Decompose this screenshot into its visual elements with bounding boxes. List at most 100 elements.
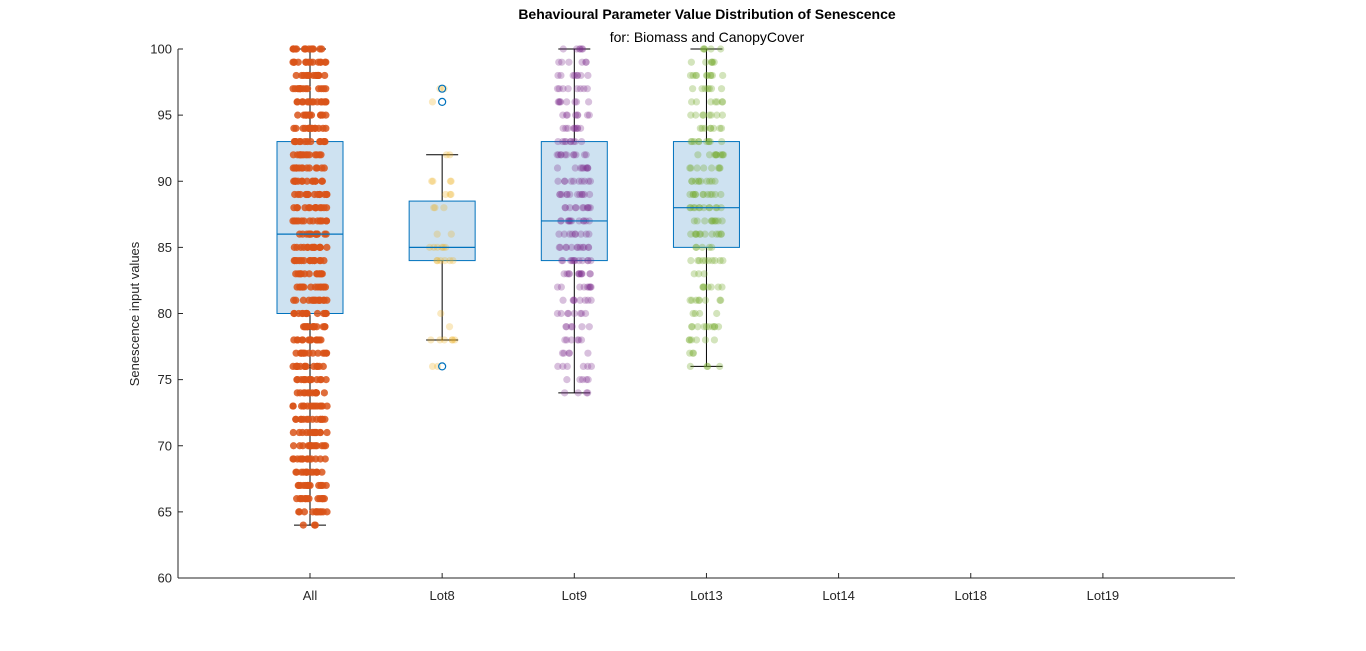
data-point bbox=[568, 243, 576, 251]
data-point bbox=[570, 296, 578, 304]
data-point bbox=[296, 85, 304, 93]
data-point bbox=[571, 137, 579, 146]
data-point bbox=[578, 137, 586, 146]
x-tick-label: Lot9 bbox=[562, 588, 587, 603]
data-point bbox=[717, 190, 725, 199]
data-point bbox=[290, 124, 298, 132]
data-point bbox=[586, 270, 594, 278]
y-tick-label: 90 bbox=[158, 174, 172, 189]
data-point bbox=[703, 190, 712, 199]
data-point bbox=[687, 336, 696, 344]
data-point bbox=[571, 164, 579, 172]
data-point bbox=[582, 164, 590, 172]
y-tick-label: 75 bbox=[158, 372, 172, 387]
data-point bbox=[576, 283, 584, 291]
data-point bbox=[575, 257, 583, 265]
data-point bbox=[581, 296, 589, 304]
data-point bbox=[582, 58, 590, 66]
data-point bbox=[704, 362, 712, 370]
data-point bbox=[314, 349, 322, 357]
data-point bbox=[714, 217, 722, 225]
data-point bbox=[716, 124, 724, 132]
data-point bbox=[556, 190, 564, 199]
data-point bbox=[711, 217, 719, 225]
data-point bbox=[711, 190, 719, 199]
data-point bbox=[690, 217, 698, 225]
data-point bbox=[299, 349, 307, 357]
data-point bbox=[687, 58, 695, 66]
data-point bbox=[565, 270, 573, 278]
data-point bbox=[297, 243, 305, 251]
data-point bbox=[302, 111, 310, 119]
data-point bbox=[572, 151, 580, 159]
data-point bbox=[316, 455, 325, 463]
data-point bbox=[717, 45, 725, 53]
data-point bbox=[558, 190, 566, 199]
y-tick-label: 70 bbox=[158, 438, 172, 453]
data-point bbox=[302, 190, 310, 199]
data-point bbox=[697, 177, 705, 185]
data-point bbox=[689, 85, 697, 93]
data-point bbox=[689, 309, 697, 318]
data-point bbox=[310, 323, 318, 331]
data-point bbox=[573, 85, 581, 93]
data-point bbox=[289, 58, 297, 66]
data-point bbox=[563, 190, 571, 199]
data-point bbox=[291, 177, 300, 185]
data-point bbox=[716, 296, 724, 304]
data-point bbox=[302, 58, 310, 66]
scatter-all bbox=[289, 45, 331, 529]
data-point bbox=[309, 71, 318, 80]
data-point bbox=[442, 151, 451, 159]
data-point bbox=[700, 323, 708, 331]
data-point bbox=[691, 230, 699, 238]
data-point bbox=[570, 177, 578, 185]
data-point bbox=[701, 124, 709, 132]
data-point bbox=[311, 402, 319, 410]
data-point bbox=[718, 98, 726, 106]
data-point bbox=[707, 98, 715, 106]
data-point bbox=[557, 309, 565, 318]
data-point bbox=[716, 257, 724, 265]
data-point bbox=[708, 177, 716, 185]
data-point bbox=[576, 45, 584, 53]
data-point bbox=[703, 362, 711, 370]
data-point bbox=[690, 270, 698, 278]
data-point bbox=[584, 257, 592, 265]
data-point bbox=[320, 296, 328, 304]
data-point bbox=[569, 257, 577, 265]
data-point bbox=[573, 243, 581, 251]
data-point bbox=[571, 230, 579, 238]
data-point bbox=[717, 230, 726, 238]
data-point bbox=[578, 58, 586, 66]
data-point bbox=[686, 71, 695, 80]
data-point bbox=[712, 151, 720, 159]
data-point bbox=[290, 243, 298, 251]
data-point bbox=[573, 71, 582, 80]
data-point bbox=[571, 98, 579, 106]
data-point bbox=[300, 283, 308, 291]
data-point bbox=[300, 217, 308, 225]
data-point bbox=[446, 151, 454, 159]
data-point bbox=[708, 190, 716, 199]
data-point bbox=[563, 111, 571, 119]
data-point bbox=[691, 177, 700, 185]
data-point bbox=[580, 190, 588, 199]
data-point bbox=[700, 45, 708, 53]
data-point bbox=[695, 137, 703, 146]
data-point bbox=[307, 455, 315, 463]
data-point bbox=[555, 85, 563, 93]
data-point bbox=[446, 190, 454, 199]
data-point bbox=[296, 455, 304, 463]
data-point bbox=[316, 243, 324, 251]
data-point bbox=[303, 243, 311, 251]
data-point bbox=[561, 204, 569, 212]
data-point bbox=[583, 164, 591, 172]
data-point bbox=[303, 415, 311, 423]
data-point bbox=[692, 336, 701, 344]
data-point bbox=[715, 164, 724, 172]
data-point bbox=[687, 164, 695, 172]
data-point bbox=[555, 243, 563, 251]
data-point bbox=[436, 85, 444, 93]
data-point bbox=[686, 336, 694, 344]
